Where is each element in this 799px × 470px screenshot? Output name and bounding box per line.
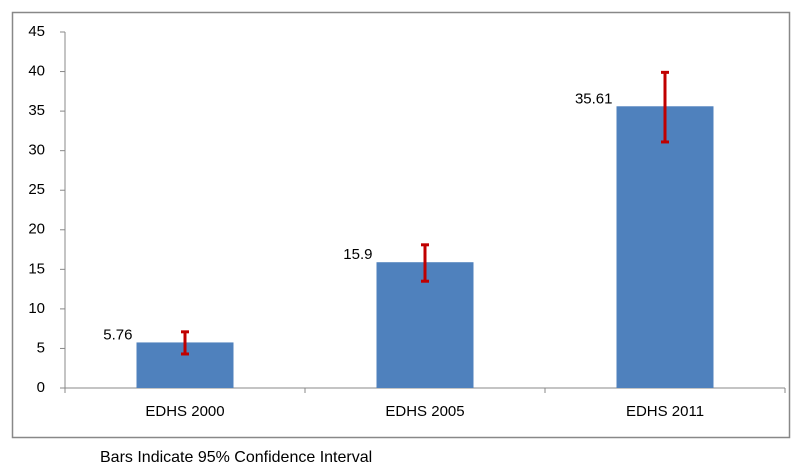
error-bar xyxy=(661,70,669,144)
data-label: 15.9 xyxy=(343,246,372,263)
y-tick-label: 25 xyxy=(28,181,45,198)
data-label: 5.76 xyxy=(103,326,132,343)
y-tick-label: 35 xyxy=(28,102,45,119)
x-tick-label: EDHS 2000 xyxy=(145,403,224,420)
error-bar xyxy=(421,243,429,283)
y-tick-label: 30 xyxy=(28,142,45,159)
bar xyxy=(616,106,714,388)
data-label: 35.61 xyxy=(575,90,613,107)
y-tick-label: 0 xyxy=(37,379,45,396)
y-tick-label: 5 xyxy=(37,339,45,356)
x-tick-label: EDHS 2011 xyxy=(626,403,704,420)
y-tick-label: 40 xyxy=(28,63,45,80)
x-tick-label: EDHS 2005 xyxy=(385,403,464,420)
caption: Bars Indicate 95% Confidence Interval xyxy=(100,449,372,466)
y-tick-label: 20 xyxy=(28,221,45,238)
error-bar xyxy=(181,330,189,356)
bar xyxy=(376,262,474,388)
y-tick-label: 45 xyxy=(28,23,45,40)
y-tick-label: 10 xyxy=(28,300,45,317)
y-tick-label: 15 xyxy=(28,260,45,277)
